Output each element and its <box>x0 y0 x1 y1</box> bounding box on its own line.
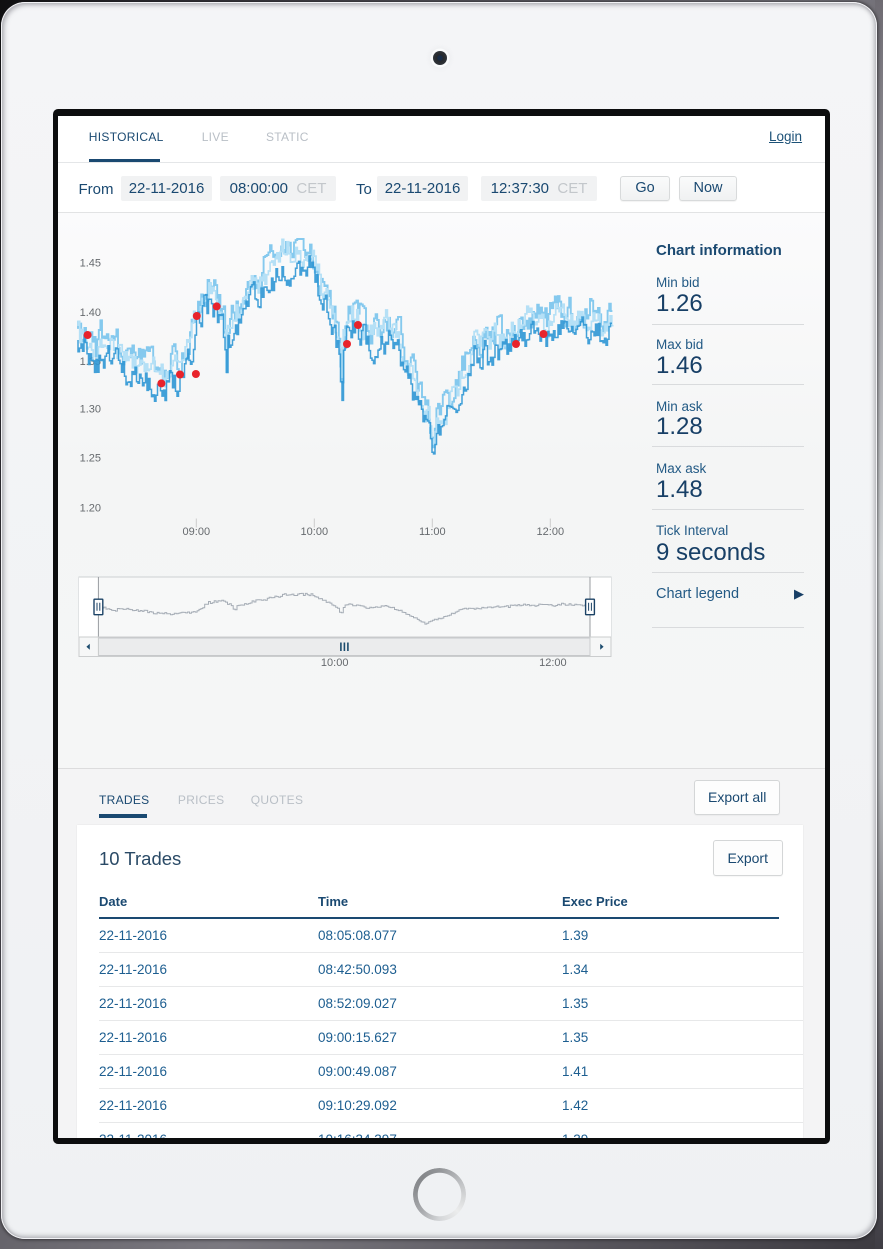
svg-text:1.40: 1.40 <box>80 307 101 319</box>
svg-text:1.30: 1.30 <box>80 404 101 416</box>
svg-text:09:00: 09:00 <box>183 526 211 538</box>
svg-text:1.20: 1.20 <box>80 503 101 515</box>
svg-text:1.45: 1.45 <box>80 258 101 270</box>
svg-text:12:00: 12:00 <box>537 526 565 538</box>
svg-text:11:00: 11:00 <box>419 526 446 538</box>
svg-text:12:00: 12:00 <box>539 657 567 669</box>
svg-text:1.25: 1.25 <box>80 453 101 465</box>
svg-text:10:00: 10:00 <box>321 657 349 669</box>
svg-text:10:00: 10:00 <box>301 526 329 538</box>
